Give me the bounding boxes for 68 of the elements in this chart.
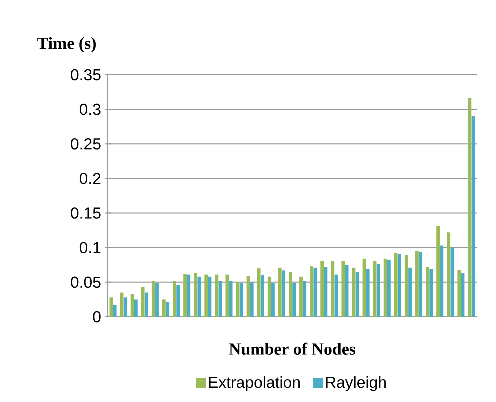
bar xyxy=(141,287,145,317)
bar xyxy=(166,302,170,317)
bar xyxy=(272,283,275,317)
bar xyxy=(404,255,408,317)
y-tick-label: 0.3 xyxy=(80,104,101,116)
bar xyxy=(440,246,444,317)
x-axis-title: Number of Nodes xyxy=(229,342,356,356)
bar xyxy=(436,226,440,317)
bar xyxy=(447,232,451,317)
y-tick-label: 0.1 xyxy=(80,242,101,254)
bar xyxy=(398,254,402,317)
bar xyxy=(310,266,314,317)
bar xyxy=(260,276,264,317)
y-tick-label: 0.05 xyxy=(71,276,101,288)
y-tick-label: 0 xyxy=(93,311,101,323)
bar xyxy=(176,285,180,317)
bar xyxy=(215,274,219,317)
bar xyxy=(130,294,134,317)
bar xyxy=(173,281,176,317)
legend-label: Rayleigh xyxy=(326,376,386,392)
bar xyxy=(198,276,202,317)
bar xyxy=(394,253,398,317)
bar xyxy=(194,273,198,317)
bar xyxy=(250,282,254,317)
bar xyxy=(134,300,138,317)
bar xyxy=(458,270,462,317)
bar xyxy=(187,274,191,317)
bar xyxy=(468,98,472,317)
bar xyxy=(419,252,423,317)
bar xyxy=(292,283,296,317)
bar xyxy=(408,268,412,317)
bar xyxy=(303,281,307,317)
bar xyxy=(278,268,282,317)
bar xyxy=(300,276,303,317)
bar xyxy=(257,268,261,317)
bar xyxy=(376,264,380,317)
bar xyxy=(113,305,117,317)
bar xyxy=(226,274,230,317)
bar xyxy=(320,260,324,317)
bar xyxy=(430,269,434,317)
bar xyxy=(152,281,156,317)
y-tick-label: 0.2 xyxy=(80,173,101,184)
bar xyxy=(268,276,272,317)
bar xyxy=(204,274,208,317)
bar xyxy=(124,298,128,317)
y-tick-label: 0.15 xyxy=(71,208,101,219)
bar xyxy=(289,272,292,317)
bar xyxy=(331,260,335,317)
bar xyxy=(450,248,454,317)
bar xyxy=(162,300,166,317)
y-tick-label: 0.25 xyxy=(71,138,101,150)
bar xyxy=(366,269,370,317)
bar xyxy=(387,260,391,317)
bar xyxy=(342,260,346,317)
legend-label: Extrapolation xyxy=(209,376,300,392)
bar xyxy=(145,292,148,317)
bar xyxy=(416,251,419,317)
bar xyxy=(156,283,159,317)
bar xyxy=(426,267,430,317)
y-axis-title: Time (s) xyxy=(38,37,96,53)
bar xyxy=(324,267,328,317)
bar xyxy=(240,283,244,317)
bar xyxy=(314,268,318,317)
bar xyxy=(356,272,360,317)
y-tick-label: 0.35 xyxy=(71,69,101,81)
bar xyxy=(184,274,187,317)
bar xyxy=(384,258,388,317)
bar xyxy=(282,270,286,317)
